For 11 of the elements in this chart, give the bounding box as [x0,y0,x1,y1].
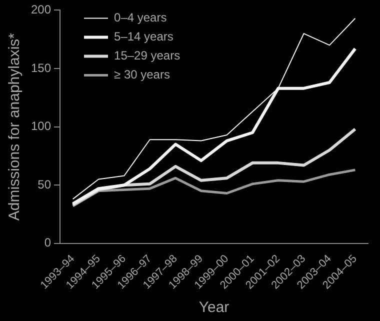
x-axis-title: Year [198,299,230,316]
y-tick-label: 150 [30,60,52,75]
legend-label: 15–29 years [114,48,180,63]
legend-label: 0–4 years [114,10,167,25]
y-tick-label: 50 [38,177,52,192]
y-axis-title: Admissions for anaphylaxis* [6,32,24,221]
y-tick-label: 0 [44,236,52,250]
legend-label: ≥ 30 years [114,68,170,82]
y-tick-label: 100 [30,119,52,134]
legend-label: 5–14 years [114,30,174,44]
y-tick-label: 200 [30,2,52,17]
